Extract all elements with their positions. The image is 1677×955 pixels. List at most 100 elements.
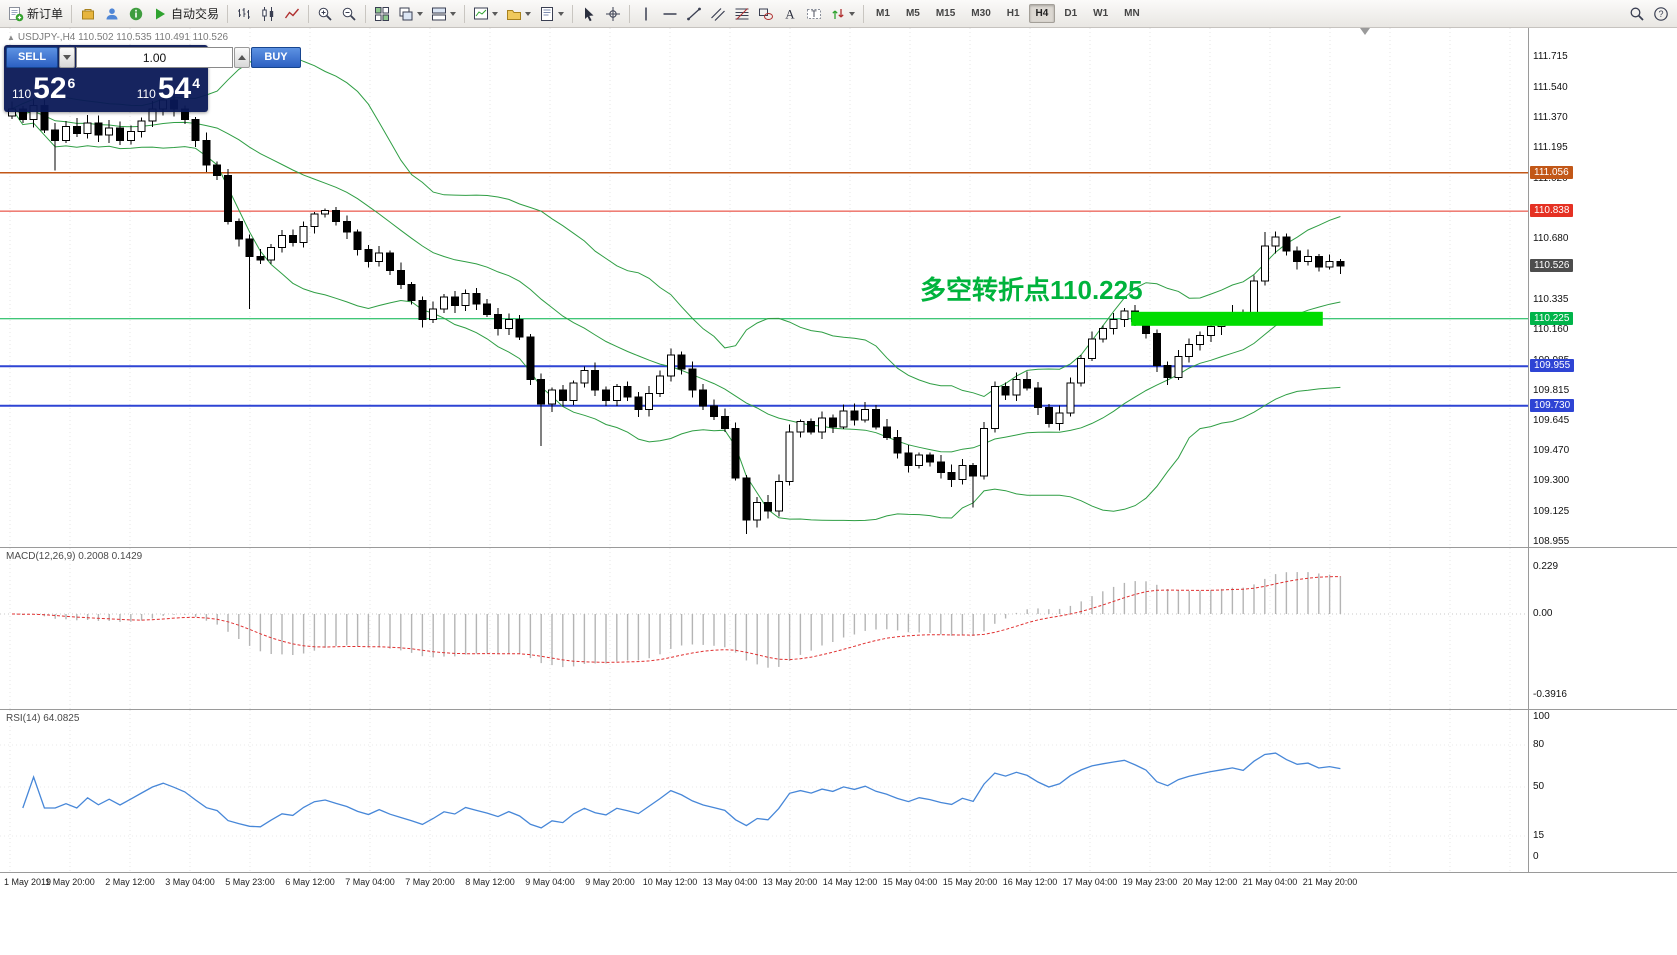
help-icon: ? [1653, 6, 1669, 22]
templates-button[interactable] [535, 3, 568, 25]
vertical-line-button[interactable] [634, 3, 658, 25]
timeframe-d1-button[interactable]: D1 [1064, 8, 1078, 19]
bar-chart-icon [236, 6, 252, 22]
text-button[interactable]: A [778, 3, 802, 25]
dropdown-arrow-icon[interactable] [558, 11, 565, 16]
cursor-button[interactable] [577, 3, 601, 25]
timeframe-m30-button[interactable]: M30 [971, 8, 991, 19]
rsi-line [22, 752, 1341, 829]
macd-histogram [22, 572, 1342, 668]
dropdown-arrow-icon[interactable] [417, 11, 424, 16]
rsi-label: RSI(14) 64.0825 [6, 713, 80, 724]
chart-shift-marker[interactable] [1360, 28, 1370, 35]
fibonacci-button[interactable] [730, 3, 754, 25]
price-axis-label: 109.125 [1533, 506, 1570, 518]
line-chart-button[interactable] [280, 3, 304, 25]
support-zone-rect [1131, 311, 1323, 326]
new-chart-icon [473, 6, 489, 22]
sell-button[interactable]: SELL [6, 47, 58, 68]
fibonacci-icon [734, 6, 750, 22]
timeframe-mn-button[interactable]: MN [1124, 8, 1140, 19]
ask-big-digits: 54 [157, 72, 192, 105]
price-badge-111.056: 111.056 [1530, 165, 1573, 179]
toolbar-separator [464, 4, 466, 23]
bid-pip-digit: 6 [67, 75, 76, 91]
time-axis-label: 13 May 04:00 [702, 877, 758, 887]
dropdown-arrow-icon[interactable] [492, 11, 499, 16]
horizontal-line-button[interactable] [658, 3, 682, 25]
arrows-button[interactable] [826, 3, 859, 25]
rsi-axis-label: 80 [1533, 739, 1545, 750]
timeframe-m15-button[interactable]: M15 [935, 8, 956, 19]
new-order-button[interactable]: 新订单 [4, 3, 67, 25]
toolbar-separator [227, 4, 229, 23]
main-chart-plot[interactable]: ▲ USDJPY-,H4 110.502 110.535 110.491 110.… [0, 28, 1528, 547]
trendline-button[interactable] [682, 3, 706, 25]
price-axis-label: 111.540 [1533, 81, 1568, 93]
tile-windows-button[interactable] [370, 3, 394, 25]
buy-button[interactable]: BUY [251, 47, 301, 68]
quick-help-button[interactable]: ? [1649, 3, 1673, 25]
time-axis-label: 6 May 12:00 [285, 877, 335, 887]
zoom-in-button[interactable] [313, 3, 337, 25]
autotrading-button[interactable]: 自动交易 [148, 3, 223, 25]
mql5-market-button[interactable] [76, 3, 100, 25]
symbol-ohlc-text: USDJPY-,H4 110.502 110.535 110.491 110.5… [17, 32, 229, 43]
time-axis-label: 3 May 04:00 [165, 877, 215, 887]
shapes-button[interactable] [754, 3, 778, 25]
timeframe-m5-button[interactable]: M5 [905, 8, 920, 19]
timeframe-h1-button[interactable]: H1 [1006, 8, 1020, 19]
text-icon: A [782, 6, 798, 22]
macd-signal-line [11, 576, 1341, 663]
symbol-info: ▲ USDJPY-,H4 110.502 110.535 110.491 110.… [7, 32, 228, 43]
volume-increase-button[interactable] [234, 47, 250, 68]
dropdown-arrow-icon[interactable] [849, 11, 856, 16]
label-button[interactable]: T [802, 3, 826, 25]
rsi-axis-label: 50 [1533, 781, 1545, 792]
line-chart-icon [284, 6, 300, 22]
time-axis-label: 9 May 04:00 [525, 877, 575, 887]
dropdown-arrow-icon[interactable] [525, 11, 532, 16]
macd-axis-label: -0.3916 [1533, 689, 1567, 700]
candlestick-chart-icon [260, 6, 276, 22]
timeframe-m1-button[interactable]: M1 [876, 8, 890, 19]
candles [8, 92, 1345, 534]
volume-decrease-button[interactable] [59, 47, 75, 68]
search-button[interactable] [1625, 3, 1649, 25]
profiles-button[interactable] [502, 3, 535, 25]
time-axis-label: 21 May 20:00 [1302, 877, 1358, 887]
bar-chart-button[interactable] [232, 3, 256, 25]
volume-input[interactable] [76, 47, 233, 68]
community-button[interactable] [100, 3, 124, 25]
ask-price: 110 54 4 [137, 74, 200, 104]
zoom-out-button[interactable] [337, 3, 361, 25]
news-button[interactable] [124, 3, 148, 25]
cascade-windows-button[interactable] [394, 3, 427, 25]
time-axis-label: 20 May 12:00 [1182, 877, 1238, 887]
community-icon [104, 6, 120, 22]
dropdown-arrow-icon[interactable] [450, 11, 457, 16]
arrange-windows-button[interactable] [427, 3, 460, 25]
macd-panel: MACD(12,26,9) 0.2008 0.1429 0.229 0.00 -0.… [0, 548, 1677, 710]
toolbar-separator [365, 4, 367, 23]
news-icon [128, 6, 144, 22]
bollinger-middle-band [11, 108, 1341, 453]
candlestick-chart-button[interactable] [256, 3, 280, 25]
new-chart-button[interactable] [469, 3, 502, 25]
crosshair-button[interactable] [601, 3, 625, 25]
rsi-plot[interactable]: RSI(14) 64.0825 [0, 710, 1528, 872]
svg-text:?: ? [1658, 9, 1663, 19]
time-axis-label: 14 May 12:00 [822, 877, 878, 887]
timeframe-w1-button[interactable]: W1 [1093, 8, 1109, 19]
zoom-in-icon [317, 6, 333, 22]
bid-price: 110 52 6 [12, 74, 75, 104]
rsi-panel: RSI(14) 64.0825 100 80 50 15 0 [0, 710, 1677, 873]
rsi-axis: 100 80 50 15 0 [1528, 710, 1677, 872]
collapse-quote-panel-icon[interactable]: ▲ [7, 33, 15, 42]
macd-plot[interactable]: MACD(12,26,9) 0.2008 0.1429 [0, 548, 1528, 709]
timeframe-h4-button[interactable]: H4 [1028, 4, 1056, 23]
autotrading-icon [152, 6, 168, 22]
market-icon [80, 6, 96, 22]
autotrading-button-label: 自动交易 [171, 7, 220, 21]
channel-button[interactable] [706, 3, 730, 25]
